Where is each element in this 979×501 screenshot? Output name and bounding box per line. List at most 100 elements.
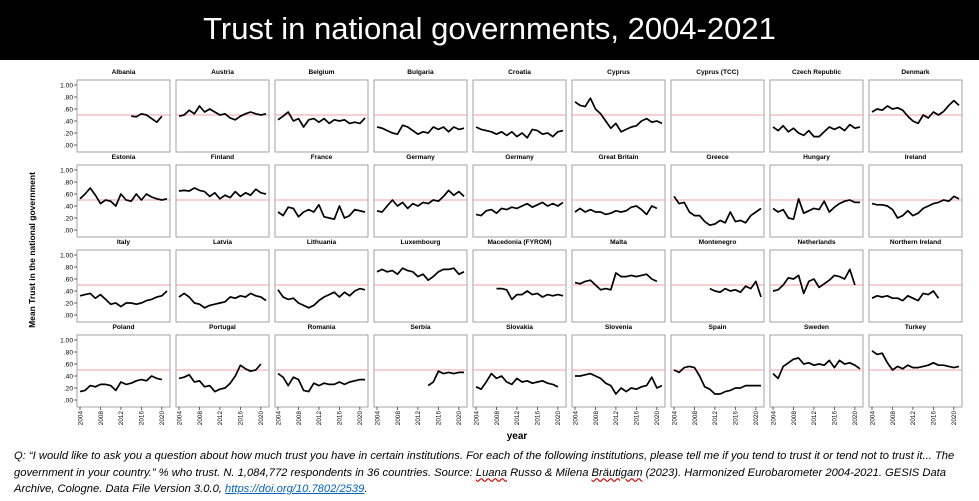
x-tick-label: 2008	[296, 411, 303, 426]
x-tick-label: 2004	[869, 411, 876, 426]
panel-frame	[373, 79, 468, 153]
x-tick-label: 2016	[436, 411, 443, 426]
x-tick-label: 2012	[712, 411, 719, 426]
x-tick-label: 2020	[357, 411, 364, 426]
panel-title: Italy	[117, 239, 131, 246]
panel-poland: Poland 1.00 .80 .60 .40 .20 .00 2004 2008 2012 201…	[60, 324, 171, 426]
x-tick-label: 2012	[316, 411, 323, 426]
x-tick-label: 2004	[275, 411, 282, 426]
x-tick-label: 2020	[951, 411, 958, 426]
panel-frame	[571, 164, 666, 238]
panel-title: Cyprus (TCC)	[696, 69, 739, 76]
x-tick-label: 2008	[395, 411, 402, 426]
panel-frame	[373, 164, 468, 238]
y-tick-label: .20	[64, 385, 73, 392]
panel-title: France	[311, 154, 333, 161]
series-line	[772, 123, 861, 138]
panel-frame	[868, 249, 963, 323]
panel-title: Bulgaria	[407, 69, 434, 76]
x-tick-label: 2004	[176, 411, 183, 426]
panel-frame	[274, 249, 369, 323]
series-line	[574, 97, 663, 133]
figure-caption: Q: “I would like to ask you a question a…	[14, 448, 969, 498]
panel-frame	[571, 334, 666, 408]
panel-title: Germany	[505, 154, 534, 161]
panel-title: Poland	[113, 324, 135, 331]
panel-macedonia-fyrom-: Macedonia (FYROM)	[472, 239, 567, 323]
x-tick-label: 2012	[118, 411, 125, 426]
x-tick-label: 2020	[159, 411, 166, 426]
panel-frame	[670, 249, 765, 323]
panel-title: Albania	[112, 69, 136, 76]
panel-title: Denmark	[901, 69, 930, 76]
panel-title: Spain	[709, 324, 727, 331]
panel-title: Belgium	[308, 69, 334, 76]
panel-italy: Italy 1.00 .80 .60 .40 .20 .00	[60, 239, 171, 323]
panel-title: Slovakia	[506, 324, 533, 331]
series-line	[376, 124, 465, 136]
panel-title: Netherlands	[797, 239, 835, 246]
panel-latvia: Latvia	[175, 239, 270, 323]
panel-frame	[472, 334, 567, 408]
y-tick-label: 1.00	[60, 337, 73, 344]
y-tick-label: .80	[64, 179, 73, 186]
series-line	[574, 272, 658, 291]
x-tick-label: 2012	[514, 411, 521, 426]
series-line	[475, 126, 564, 139]
series-line	[178, 292, 267, 309]
series-line	[178, 187, 267, 200]
y-tick-label: 1.00	[60, 82, 73, 89]
panel-frame	[769, 334, 864, 408]
series-line	[277, 111, 366, 128]
panel-hungary: Hungary	[769, 154, 864, 238]
x-tick-label: 2012	[217, 411, 224, 426]
panel-title: Croatia	[508, 69, 531, 76]
x-tick-label: 2016	[733, 411, 740, 426]
panel-romania: Romania 2004 2008 2012 2016 2020	[274, 324, 369, 426]
panel-cyprus-tcc-: Cyprus (TCC)	[670, 69, 765, 153]
series-line	[376, 189, 465, 213]
panel-title: Latvia	[213, 239, 232, 246]
y-tick-label: .80	[64, 349, 73, 356]
series-line	[871, 195, 960, 219]
y-tick-label: .60	[64, 276, 73, 283]
y-tick-label: 1.00	[60, 167, 73, 174]
panel-title: Portugal	[209, 324, 236, 331]
panel-serbia: Serbia 2004 2008 2012 2016 2020	[373, 324, 468, 426]
series-line	[496, 287, 564, 301]
caption-author-name: Luana	[475, 466, 507, 479]
panel-czech-republic: Czech Republic	[769, 69, 864, 153]
panel-title: Hungary	[803, 154, 830, 161]
x-tick-label: 2016	[931, 411, 938, 426]
panel-lithuania: Lithuania	[274, 239, 369, 323]
y-tick-label: .00	[64, 227, 73, 234]
x-tick-label: 2004	[671, 411, 678, 426]
series-line	[131, 112, 163, 124]
series-line	[871, 290, 940, 302]
small-multiples-chart: Mean Trust in the national government Alb…	[27, 69, 963, 442]
panel-sweden: Sweden 2004 2008 2012 2016 2020	[769, 324, 864, 425]
x-tick-label: 2008	[98, 411, 105, 426]
series-line	[178, 363, 262, 393]
panel-title: Austria	[211, 69, 234, 76]
y-tick-label: .60	[64, 106, 73, 113]
caption-text-4: .	[364, 483, 368, 495]
panel-ireland: Ireland	[868, 154, 963, 238]
panel-title: Cyprus	[607, 69, 630, 76]
panel-title: Luxembourg	[401, 239, 441, 246]
y-tick-label: .00	[64, 142, 73, 149]
x-tick-label: 2012	[415, 411, 422, 426]
caption-author-name-2: Bräutigam	[591, 466, 643, 479]
series-line	[772, 357, 861, 380]
panel-belgium: Belgium	[274, 69, 369, 153]
panel-portugal: Portugal 2004 2008 2012 2016 2020	[175, 324, 270, 426]
panel-frame	[76, 249, 171, 323]
doi-link[interactable]: https://doi.org/10.7802/2539	[225, 483, 365, 495]
panel-title: Germany	[406, 154, 435, 161]
panel-title: Macedonia (FYROM)	[487, 239, 551, 246]
y-tick-label: .80	[64, 94, 73, 101]
panel-title: Malta	[610, 239, 627, 246]
x-tick-label: 2004	[572, 411, 579, 426]
panel-title: Serbia	[410, 324, 430, 331]
x-tick-label: 2016	[337, 411, 344, 426]
